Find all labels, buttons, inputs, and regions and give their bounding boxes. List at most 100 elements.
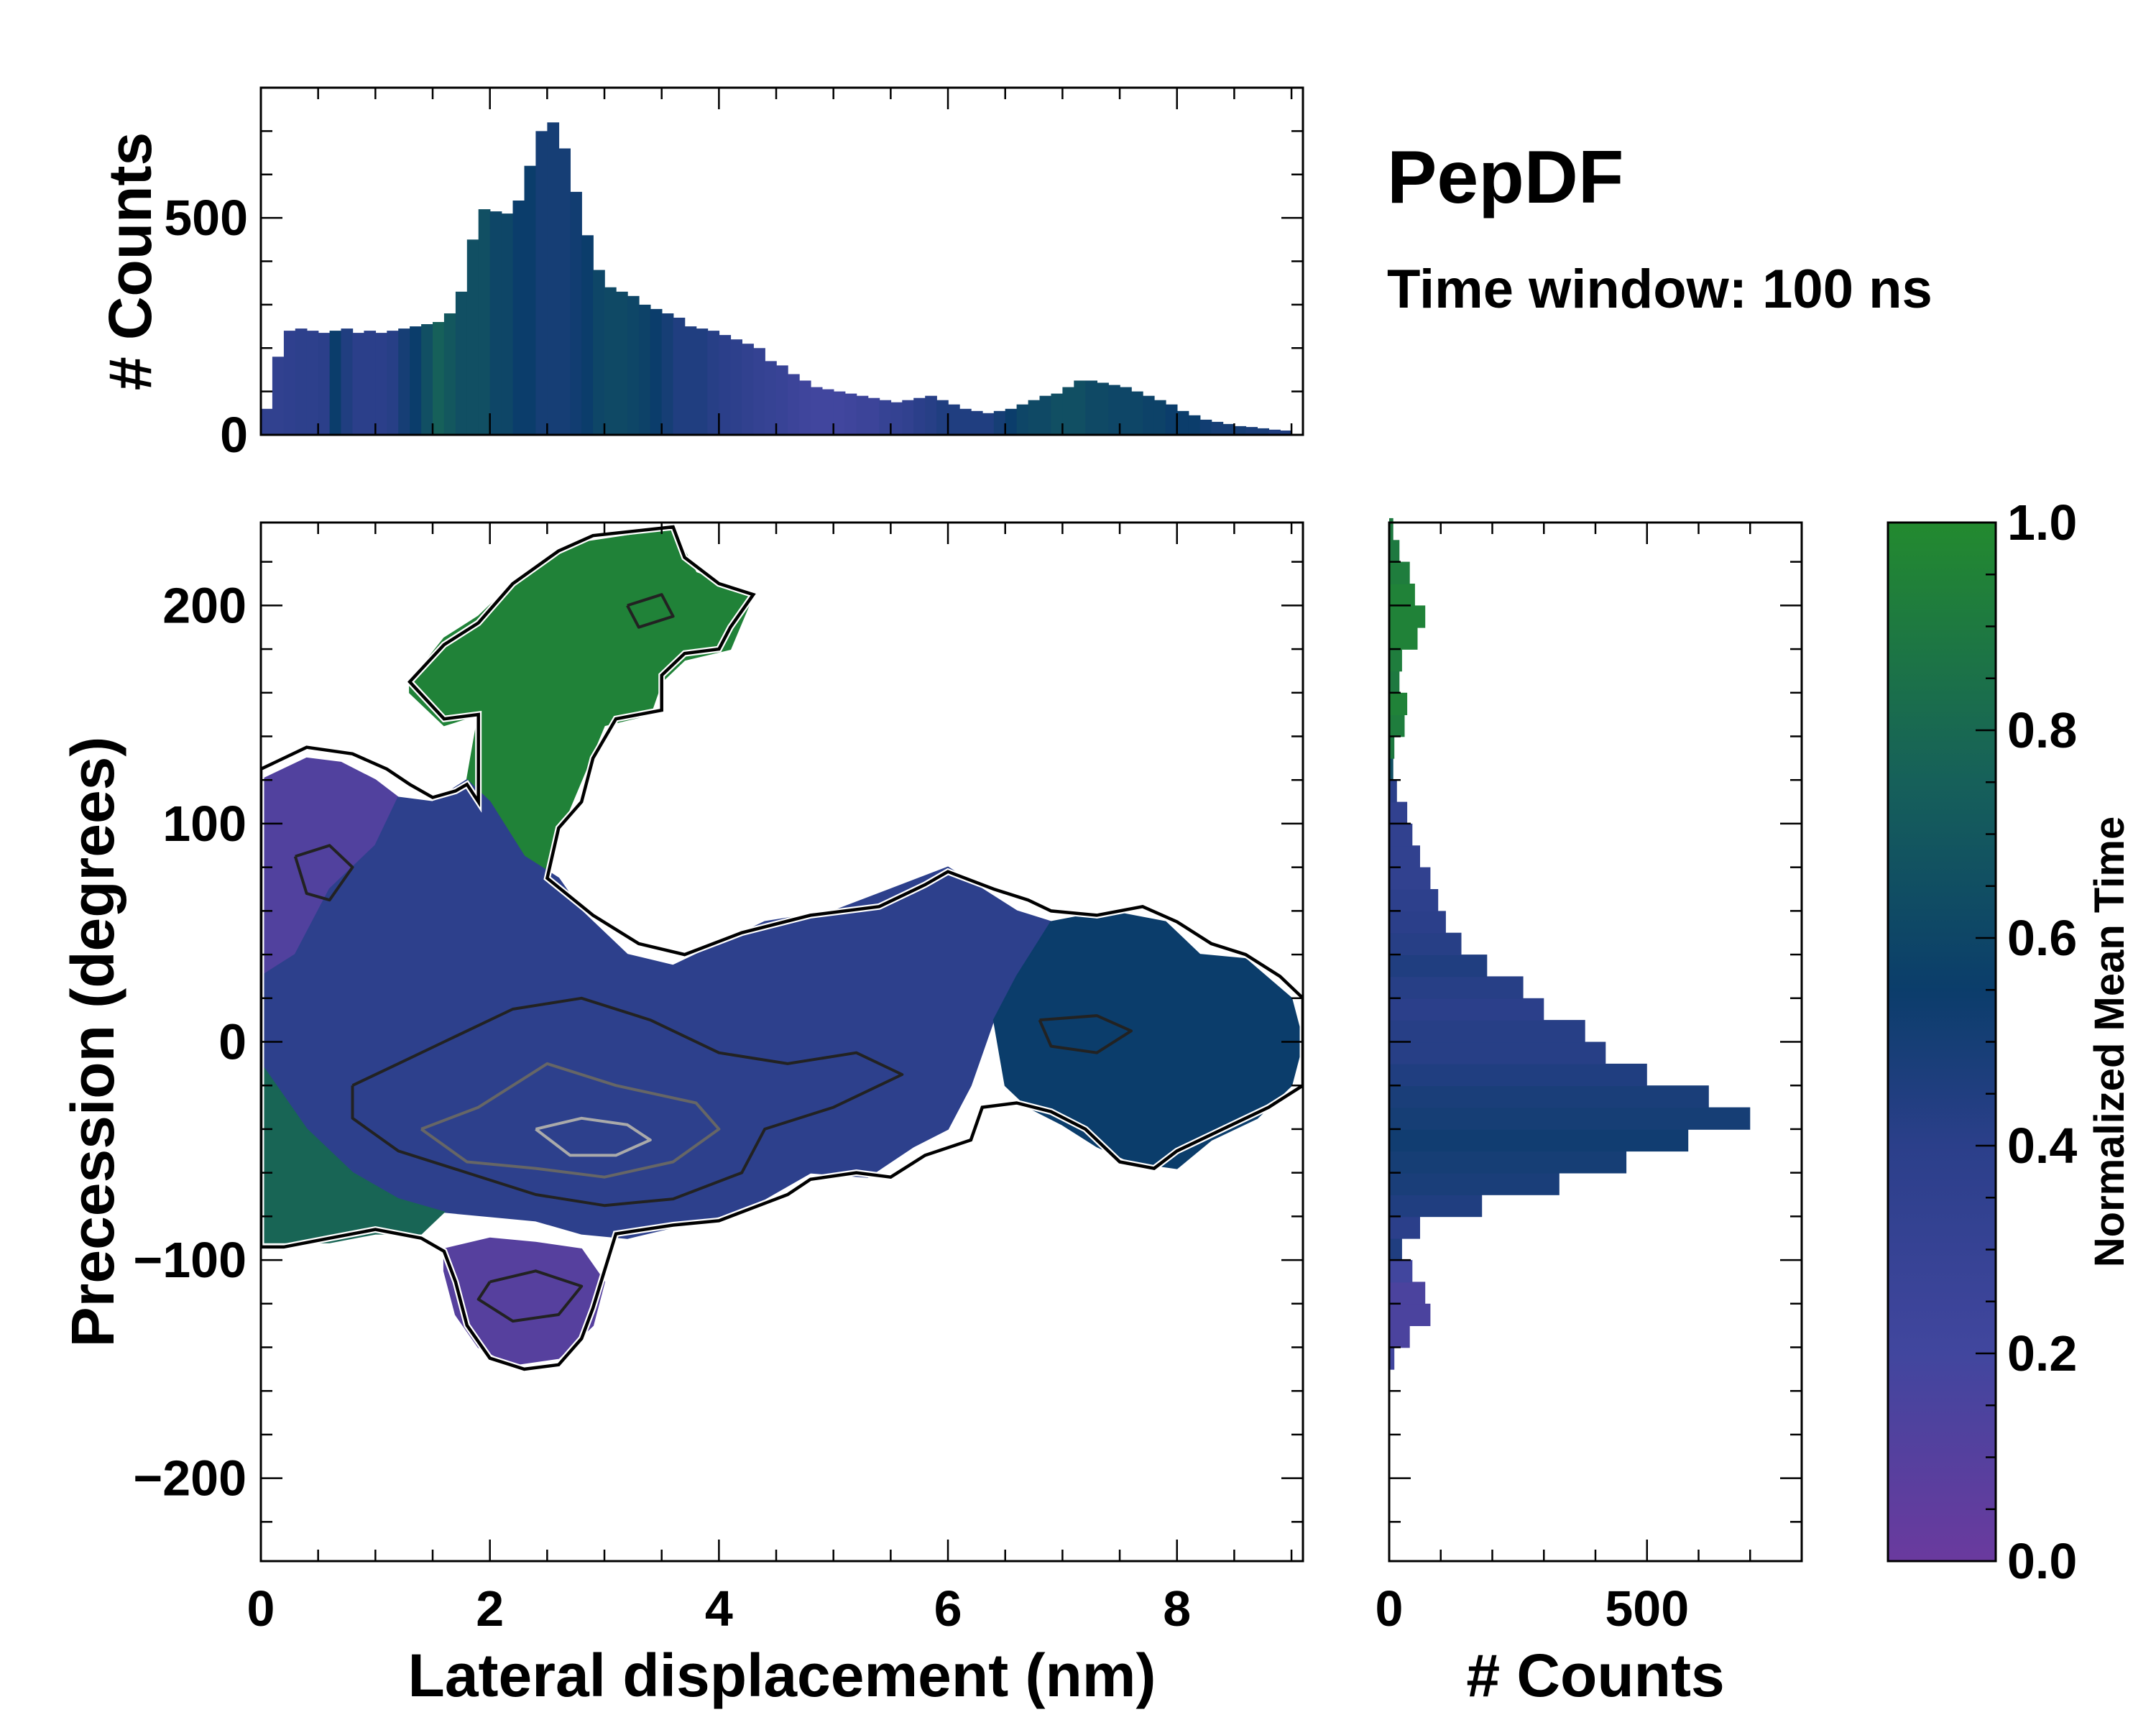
right-hist-bar [1389,1282,1426,1305]
top-hist-bar [570,191,582,435]
top-hist-bar [1120,387,1132,435]
right-x-axis-label: # Counts [1466,1642,1724,1709]
right-hist-bar [1389,540,1400,563]
top-hist-bar [398,328,410,435]
top-hist-bar [421,324,433,435]
top-hist-bar [982,413,995,435]
right-hist-bar [1389,518,1393,541]
right-x-tick-label: 0 [1376,1581,1404,1637]
top-hist-bar [867,397,880,435]
right-hist-bar [1389,561,1410,584]
top-hist-bar [1165,404,1178,435]
top-hist-bar [283,331,296,435]
right-hist-bar [1389,1041,1606,1064]
density-contour-low4 [1038,1014,1133,1054]
top-hist-bar [696,328,709,435]
top-hist-bar [387,331,399,435]
x-tick-label: 8 [1163,1581,1191,1637]
right-hist-bar [1389,780,1397,803]
top-hist-bar [1051,393,1064,435]
right-hist-bar [1389,823,1413,847]
main-heatmap: 0 2 4 6 8 −200 −100 0 100 200 Lateral displacement… [59,521,1304,1709]
top-hist-bar [295,328,308,435]
main-plot-data [261,523,1303,1373]
right-hist-bar [1389,1195,1483,1218]
top-hist-bar [684,326,697,435]
figure-subtitle: Time window: 100 ns [1387,259,1932,320]
top-hist-bar [627,295,640,435]
right-hist-bar [1389,867,1431,890]
top-hist-bar [776,365,788,435]
top-hist-bar [547,122,560,436]
right-hist-bar [1389,1020,1585,1043]
top-hist-bar [742,344,754,435]
top-hist-bar [1062,387,1075,435]
top-hist-bar [341,328,354,435]
top-hist-bar [810,387,823,435]
right-x-tick-label: 500 [1605,1581,1689,1637]
top-hist-bar [844,393,857,435]
right-hist-bar [1389,889,1439,912]
top-hist-bar [948,404,960,435]
colorbar-tick-label: 0.0 [2007,1533,2077,1589]
colorbar-tick-label: 0.8 [2007,702,2077,758]
right-hist-bar [1389,1172,1560,1195]
density-contour-low2 [476,1269,584,1323]
y-axis-label: Precession (degrees) [59,737,126,1348]
y-tick-label: 200 [162,577,247,633]
x-tick-label: 2 [476,1581,504,1637]
top-hist-bar [375,333,387,435]
right-hist-bar [1389,1151,1627,1174]
right-hist-bar [1389,714,1405,737]
top-hist-bar [890,402,903,435]
top-hist-bar [478,209,491,435]
top-hist-bar [650,308,663,435]
right-histogram: 0 500# Counts [1376,518,1803,1709]
top-hist-bar [512,201,525,435]
y-tick-label: 100 [162,796,247,852]
region-outline [261,525,1303,1371]
top-hist-bar [593,270,605,435]
top-hist-bar [1142,395,1155,435]
top-hist-bar [581,235,594,435]
top-hist-bar [913,397,926,435]
top-hist-bar [329,331,342,435]
top-hist-bar [1005,408,1018,435]
top-hist-bar [1268,429,1281,435]
top-hist-bar [616,291,628,435]
top-hist-bar [501,213,514,435]
top-hist-bar [936,400,949,435]
x-tick-label: 4 [705,1581,733,1637]
right-hist-bar [1389,801,1408,824]
x-tick-label: 6 [934,1581,962,1637]
right-hist-bar [1389,954,1488,978]
colorbar-rect [1886,521,1997,1563]
right-hist-bar [1389,605,1426,628]
top-hist-bar [1039,395,1052,435]
top-hist-bar [433,322,445,435]
top-hist-bar [833,391,846,435]
top-hist-bar [535,131,548,435]
density-contour-high [535,1116,652,1157]
top-hist-bar [1097,382,1109,435]
colorbar-label: Normalized Mean Time [2086,816,2133,1267]
right-hist-bar [1389,758,1393,781]
top-hist-bar [272,356,285,435]
right-hist-bar [1389,1107,1751,1130]
top-hist-bar [1108,385,1120,435]
top-hist-bar [1085,380,1097,435]
right-hist-bar [1389,845,1420,868]
density-contour-low5 [626,593,675,629]
top-histogram: 0 500# Counts [96,86,1304,463]
top-y-tick-label: 500 [164,190,248,246]
density-contour-low3 [293,844,354,902]
top-hist-bar [604,287,617,435]
top-hist-bar [364,331,377,435]
top-hist-bar [455,291,468,435]
top-hist-bar [410,326,422,435]
top-hist-bar [558,148,571,435]
right-hist-bar [1389,671,1400,694]
top-hist-bar [856,395,869,435]
colorbar-tick-label: 1.0 [2007,494,2077,551]
